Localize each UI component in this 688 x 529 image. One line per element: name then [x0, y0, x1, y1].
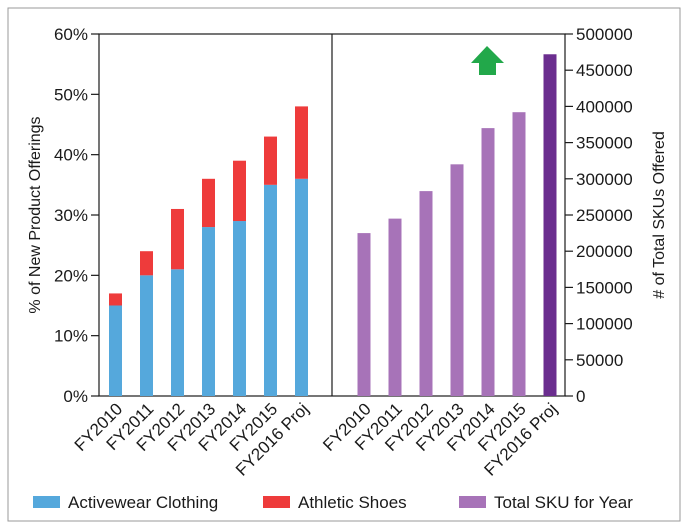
bar-athletic-shoes	[140, 251, 153, 276]
right-tick-label: 200000	[576, 242, 633, 261]
bar-activewear-clothing	[109, 305, 122, 396]
legend-label: Total SKU for Year	[494, 493, 633, 512]
left-tick-label: 10%	[54, 327, 88, 346]
left-tick-label: 60%	[54, 25, 88, 44]
outer-frame	[7, 7, 681, 522]
right-tick-label: 0	[576, 387, 585, 406]
legend-swatch	[263, 496, 290, 508]
bar-total-sku	[512, 112, 526, 396]
bar-athletic-shoes	[264, 136, 277, 185]
legend-label: Athletic Shoes	[298, 493, 407, 512]
bar-activewear-clothing	[295, 178, 308, 396]
bar-activewear-clothing	[264, 184, 277, 396]
bar-total-sku	[481, 128, 495, 396]
left-axis-title: % of New Product Offerings	[27, 116, 44, 313]
bar-activewear-clothing	[140, 275, 153, 396]
right-tick-label: 50000	[576, 351, 623, 370]
legend: Activewear Clothing Athletic Shoes Total S…	[33, 493, 633, 512]
bar-athletic-shoes	[171, 208, 184, 270]
right-tick-label: 450000	[576, 61, 633, 80]
right-tick-label: 100000	[576, 315, 633, 334]
left-tick-label: 20%	[54, 266, 88, 285]
bar-athletic-shoes	[233, 160, 246, 222]
bar-athletic-shoes	[295, 106, 308, 179]
left-tick-label: 40%	[54, 146, 88, 165]
right-tick-label: 300000	[576, 170, 633, 189]
left-tick-label: 0%	[63, 387, 88, 406]
legend-swatch	[33, 496, 60, 508]
bar-total-sku	[419, 191, 433, 396]
right-tick-label: 150000	[576, 278, 633, 297]
right-axis-title: # of Total SKUs Offered	[651, 131, 668, 299]
right-tick-label: 400000	[576, 97, 633, 116]
right-tick-label: 500000	[576, 25, 633, 44]
right-panel-bars	[357, 54, 557, 396]
left-tick-label: 30%	[54, 206, 88, 225]
bar-athletic-shoes	[109, 293, 122, 306]
bar-activewear-clothing	[202, 227, 215, 396]
bar-activewear-clothing	[233, 221, 246, 396]
legend-label: Activewear Clothing	[68, 493, 218, 512]
bar-total-sku	[388, 218, 402, 396]
legend-swatch	[459, 496, 486, 508]
bar-activewear-clothing	[171, 269, 184, 396]
up-arrow-icon	[471, 46, 504, 75]
left-panel-bars	[109, 106, 308, 396]
bar-athletic-shoes	[202, 178, 215, 228]
bar-total-sku	[450, 164, 464, 396]
bar-total-sku	[543, 54, 557, 396]
right-axis-ticks: 0 50000 100000 150000 200000 250000 300000 3500…	[565, 25, 633, 406]
left-axis-ticks: 0% 10% 20% 30% 40% 50% 60%	[54, 25, 99, 406]
right-tick-label: 350000	[576, 134, 633, 153]
right-tick-label: 250000	[576, 206, 633, 225]
bar-total-sku	[357, 233, 371, 396]
left-tick-label: 50%	[54, 85, 88, 104]
up-arrow-shape	[471, 46, 504, 75]
